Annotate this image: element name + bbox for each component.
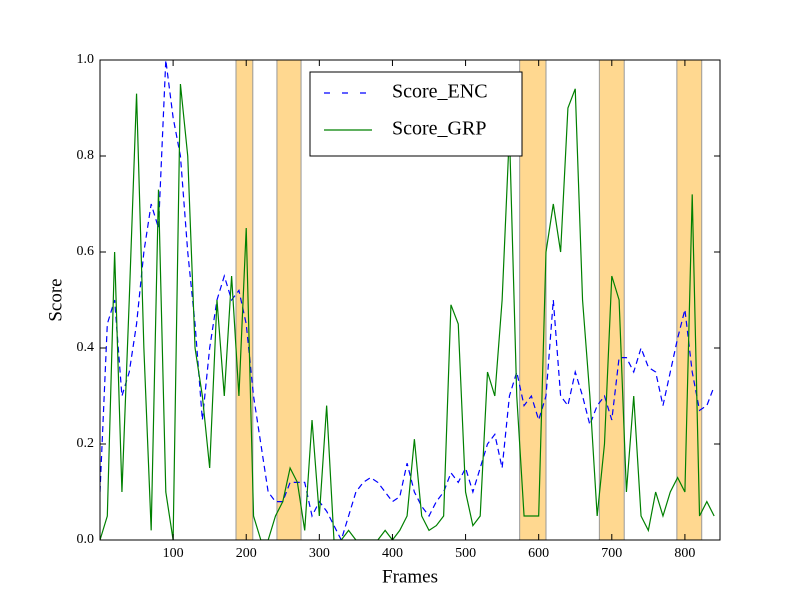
legend-label: Score_ENC — [392, 81, 488, 103]
y-axis-label: Score — [45, 278, 66, 321]
y-tick-label: 0.0 — [77, 532, 95, 547]
highlight-span — [276, 59, 302, 541]
y-tick-label: 0.2 — [77, 436, 95, 451]
y-tick-label: 0.4 — [77, 340, 95, 355]
x-tick-label: 600 — [528, 546, 549, 561]
plot-frame — [99, 59, 721, 541]
legend-box — [309, 71, 523, 157]
legend-label: Score_GRP — [392, 118, 486, 140]
x-tick-label: 400 — [382, 546, 403, 561]
x-tick-label: 300 — [309, 546, 330, 561]
highlight-span — [235, 59, 254, 541]
y-tick-label: 1.0 — [77, 52, 95, 67]
series-line — [100, 60, 715, 540]
x-axis-label: Frames — [382, 566, 438, 587]
x-tick-label: 700 — [601, 546, 622, 561]
y-tick-label: 0.6 — [77, 244, 95, 259]
y-tick-label: 0.8 — [77, 148, 95, 163]
x-tick-label: 200 — [236, 546, 257, 561]
x-tick-label: 500 — [455, 546, 476, 561]
x-tick-label: 800 — [674, 546, 695, 561]
x-tick-label: 100 — [163, 546, 184, 561]
highlight-span — [519, 59, 547, 541]
series-line — [100, 83, 715, 540]
highlight-span — [598, 59, 625, 541]
